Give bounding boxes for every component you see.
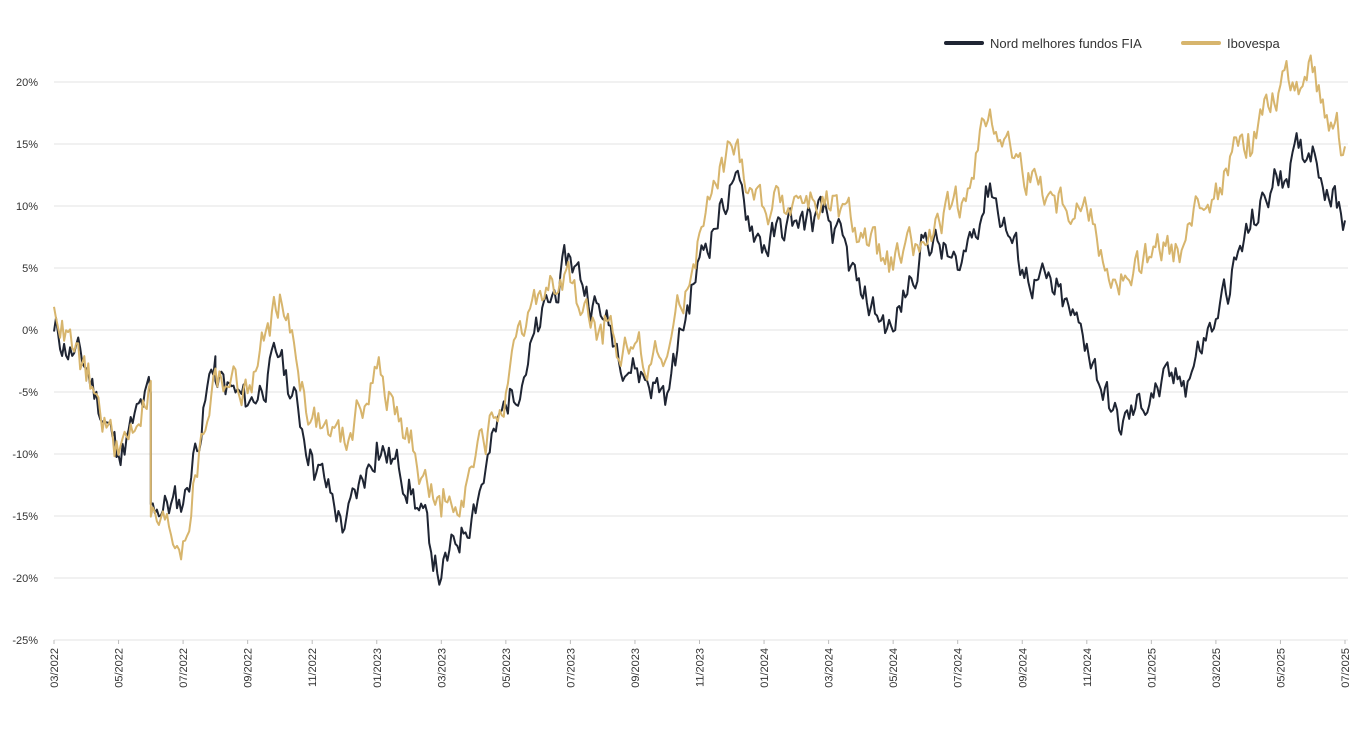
- x-tick-label: 07/2023: [565, 648, 577, 688]
- y-axis: 20% 15% 10% 5% 0% -5% -10% -15% -20% -25%: [12, 77, 38, 647]
- legend: Nord melhores fundos FIA Ibovespa: [944, 36, 1281, 51]
- legend-label: Ibovespa: [1227, 36, 1281, 51]
- x-tick-label: 05/2024: [888, 648, 900, 688]
- x-tick-label: 05/2023: [501, 648, 513, 688]
- series-line-nord-fia: [53, 132, 1346, 586]
- x-tick-label: 09/2023: [630, 648, 642, 688]
- y-tick-label: -15%: [12, 511, 38, 523]
- x-tick-label: 01/2024: [759, 648, 771, 688]
- x-axis: 03/2022 05/2022 07/2022 09/2022 11/2022 01/20…: [49, 640, 1352, 688]
- x-tick-label: 01/2025: [1146, 648, 1158, 688]
- gridlines: [54, 81, 1348, 641]
- y-tick-label: -5%: [18, 387, 38, 399]
- x-tick-label: 03/2025: [1211, 648, 1223, 688]
- series-group: [53, 54, 1346, 586]
- x-tick-label: 05/2025: [1275, 648, 1287, 688]
- x-tick-label: 09/2024: [1017, 648, 1029, 688]
- y-tick-label: 0%: [22, 325, 38, 337]
- x-tick-label: 07/2022: [178, 648, 190, 688]
- x-tick-label: 09/2022: [243, 648, 255, 688]
- x-tick-label: 11/2022: [307, 648, 319, 687]
- y-tick-label: -10%: [12, 449, 38, 461]
- x-tick-label: 03/2023: [436, 648, 448, 688]
- y-tick-label: -25%: [12, 635, 38, 647]
- series-line-ibovespa: [53, 54, 1346, 561]
- x-tick-label: 01/2023: [372, 648, 384, 688]
- y-tick-label: 15%: [16, 139, 38, 151]
- y-tick-label: 20%: [16, 77, 38, 89]
- x-tick-label: 07/2024: [953, 648, 965, 688]
- x-tick-label: 07/2025: [1340, 648, 1352, 688]
- y-tick-label: 10%: [16, 201, 38, 213]
- x-tick-label: 03/2024: [824, 648, 836, 688]
- x-tick-label: 05/2022: [114, 648, 126, 688]
- legend-label: Nord melhores fundos FIA: [990, 36, 1142, 51]
- x-tick-label: 03/2022: [49, 648, 61, 688]
- x-tick-label: 11/2024: [1082, 648, 1094, 687]
- x-tick-label: 11/2023: [695, 648, 707, 687]
- y-tick-label: 5%: [22, 263, 38, 275]
- y-tick-label: -20%: [12, 573, 38, 585]
